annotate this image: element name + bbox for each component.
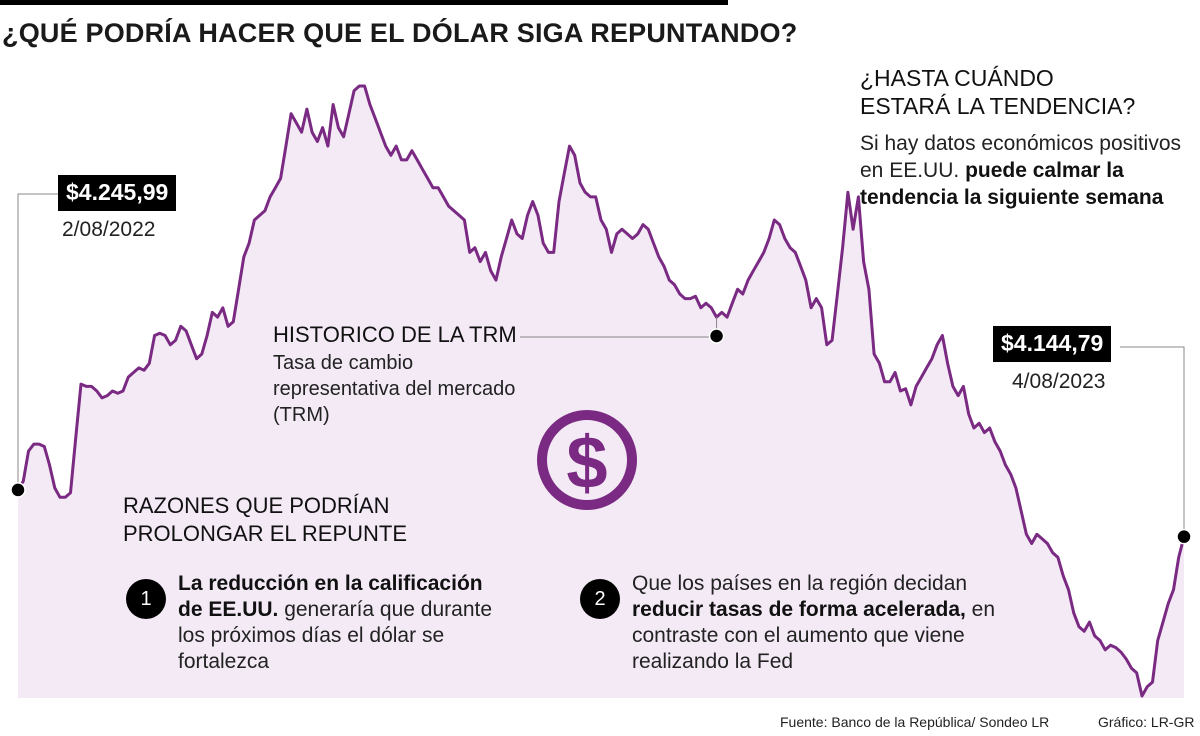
side-body-bold: puede calmar la tendencia la siguiente s… [860,159,1164,209]
start-value-badge: $4.245,99 [58,175,177,211]
trm-area-fill [18,86,1184,698]
trm-subtitle: Tasa de cambio representativa del mercad… [273,352,516,426]
side-title-line-2: ESTARÁ LA TENDENCIA? [860,93,1136,119]
side-body-text: Si hay datos económicos positivos en EE.… [860,130,1190,211]
dollar-icon-glyph: $ [566,421,607,504]
reason-2-plain-before: Que los países en la región decidan [632,572,968,595]
reason-1-bold: La reducción en la calificación de EE.UU… [178,572,483,621]
reason-1-text: La reducción en la calificación de EE.UU… [178,571,508,675]
end-date-label: 4/08/2023 [1012,370,1106,393]
start-date-label: 2/08/2022 [62,218,156,241]
reason-2-number: 2 [580,579,620,619]
start-point-marker [10,482,26,498]
reason-2-text: Que los países en la región decidan redu… [632,571,1002,675]
end-leader-line [1120,346,1185,537]
trm-title: HISTORICO DE LA TRM [273,322,517,347]
side-question-title: ¿HASTA CUÁNDO ESTARÁ LA TENDENCIA? [860,64,1190,120]
reason-1-number: 1 [126,579,166,619]
end-value-badge: $4.144,79 [993,326,1112,362]
reasons-title: RAZONES QUE PODRÍAN PROLONGAR EL REPUNTE [123,493,408,546]
dollar-icon-ring [537,410,637,510]
footer-source: Fuente: Banco de la República/ Sondeo LR [780,714,1050,730]
end-point-marker [1176,528,1192,545]
trm-series-line [16,84,1186,698]
trm-point-marker [708,328,725,344]
footer-credit: Gráfico: LR-GR [1098,714,1195,730]
dollar-circle-icon: $ [537,410,637,510]
reason-2-bold: reducir tasas de forma acelerada, [632,598,966,621]
side-title-line-1: ¿HASTA CUÁNDO [860,65,1054,91]
reason-1-plain: generaría que durante los próximos días … [178,598,493,673]
side-body-plain: Si hay datos económicos positivos en EE.… [860,132,1181,182]
headline: ¿QUÉ PODRÍA HACER QUE EL DÓLAR SIGA REPU… [2,18,798,48]
reason-2-plain: en contraste con el aumento que viene re… [632,598,996,673]
top-rule [0,0,728,5]
start-leader-line [17,193,58,490]
